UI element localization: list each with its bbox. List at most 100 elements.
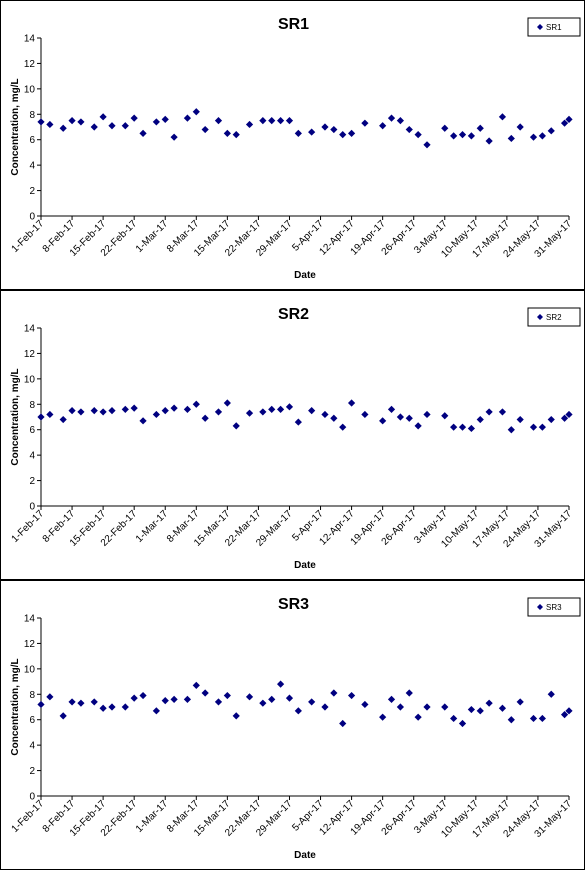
y-tick-label: 4 <box>29 741 35 752</box>
point <box>396 703 404 711</box>
point <box>308 128 316 136</box>
y-tick-label: 10 <box>24 84 36 95</box>
point <box>161 697 169 705</box>
point <box>330 689 338 697</box>
point <box>294 129 302 137</box>
y-tick-label: 2 <box>29 476 35 487</box>
legend-marker <box>537 314 543 320</box>
point <box>192 400 200 408</box>
point <box>68 407 76 415</box>
point <box>108 122 116 130</box>
y-tick-label: 14 <box>24 324 36 335</box>
point <box>139 691 147 700</box>
point <box>192 108 200 116</box>
point <box>37 413 45 421</box>
chart: SR1 Date Concentration, mg/L 0 2 4 6 8 10 12 14 1-F… <box>0 0 585 290</box>
point <box>538 423 546 431</box>
x-tick-label: 1-Mar-17 <box>134 798 171 835</box>
point <box>507 426 515 434</box>
point <box>46 693 54 701</box>
point <box>379 713 387 721</box>
point <box>441 412 449 420</box>
point <box>37 700 45 709</box>
point <box>77 699 85 707</box>
point <box>170 695 178 703</box>
point <box>414 422 422 430</box>
point <box>90 698 98 706</box>
point <box>46 120 54 129</box>
point <box>361 119 369 127</box>
y-tick-label: 4 <box>29 451 35 462</box>
point <box>59 415 67 424</box>
point <box>529 714 538 723</box>
legend-box <box>527 17 581 37</box>
point <box>347 129 356 137</box>
chart-title: SR2 <box>278 306 309 323</box>
point <box>214 408 223 416</box>
point <box>321 703 329 711</box>
point <box>450 714 458 723</box>
y-tick-label: 4 <box>29 161 35 172</box>
point <box>485 137 493 145</box>
y-axis-label: Concentration, mg/L <box>10 78 21 175</box>
point <box>458 719 467 728</box>
y-tick-label: 14 <box>24 614 36 625</box>
point <box>516 698 524 706</box>
point <box>152 707 160 715</box>
point <box>414 713 422 721</box>
chart-title: SR3 <box>278 596 309 613</box>
point <box>560 119 569 127</box>
point <box>232 712 240 720</box>
point <box>223 129 231 137</box>
point <box>170 404 178 412</box>
point <box>201 689 209 697</box>
point <box>565 115 573 123</box>
point <box>46 410 54 419</box>
point <box>259 117 267 125</box>
y-tick-label: 2 <box>29 766 35 777</box>
point <box>268 117 276 125</box>
y-tick-label: 10 <box>24 664 36 675</box>
point <box>268 695 276 703</box>
point <box>99 113 107 121</box>
y-tick-label: 8 <box>29 400 35 411</box>
point <box>529 133 538 141</box>
point <box>538 714 546 723</box>
chart: SR3 Date Concentration, mg/L 0 2 4 6 8 10 12 14 1-F… <box>0 580 585 870</box>
x-axis-label: Date <box>294 850 316 861</box>
point <box>214 698 223 706</box>
point <box>467 705 475 714</box>
point <box>396 117 404 125</box>
point <box>183 695 192 703</box>
y-tick-label: 12 <box>24 349 36 360</box>
point <box>423 703 431 711</box>
point <box>232 131 240 139</box>
point <box>547 690 555 698</box>
point <box>361 410 369 419</box>
point <box>121 405 129 413</box>
point <box>121 703 129 711</box>
point <box>285 117 294 125</box>
point <box>547 127 555 135</box>
chart-title: SR1 <box>278 16 309 33</box>
point <box>161 115 169 123</box>
point <box>245 409 254 417</box>
point <box>294 418 302 426</box>
y-tick-label: 8 <box>29 110 35 121</box>
point <box>321 123 329 131</box>
point <box>405 689 413 697</box>
point <box>99 704 107 712</box>
point <box>498 408 507 416</box>
point <box>68 117 76 125</box>
point <box>99 408 107 416</box>
point <box>347 691 356 700</box>
point <box>108 407 116 415</box>
point <box>560 414 569 422</box>
point <box>37 118 45 126</box>
point <box>161 407 169 415</box>
point <box>201 125 209 134</box>
x-tick-label: 1-Mar-17 <box>134 218 171 255</box>
point <box>547 415 555 424</box>
point <box>232 422 240 430</box>
point <box>516 415 524 424</box>
